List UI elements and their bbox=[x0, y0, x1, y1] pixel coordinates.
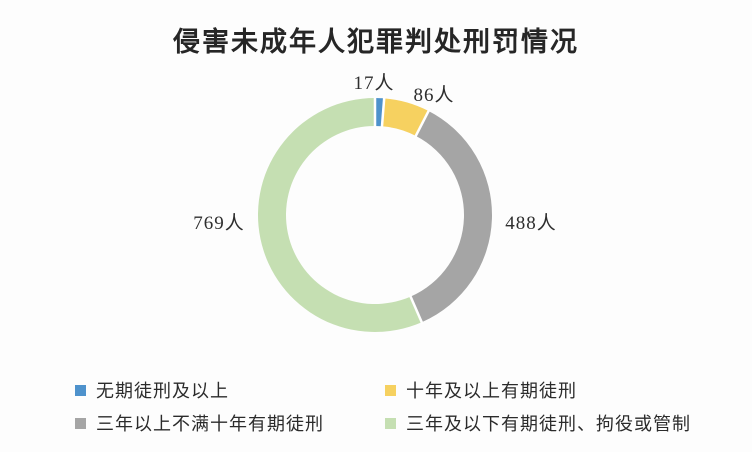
data-label-under-three-years: 769人 bbox=[193, 213, 245, 234]
donut-slice-3 bbox=[258, 98, 422, 332]
legend-marker-yellow bbox=[385, 384, 396, 396]
legend-marker-green bbox=[385, 417, 396, 429]
legend-label: 三年及以下有期徒刑、拘役或管制 bbox=[406, 414, 691, 434]
data-label-over-ten-years: 86人 bbox=[413, 85, 455, 106]
donut-slice-1 bbox=[381, 98, 429, 136]
slice-separator bbox=[408, 294, 424, 325]
legend-item-life-imprisonment: 无期徒刑及以上 bbox=[75, 377, 229, 403]
donut-slice-2 bbox=[410, 110, 493, 323]
slice-separator bbox=[413, 108, 431, 139]
chart-title: 侵害未成年人犯罪判处刑罚情况 bbox=[173, 27, 579, 57]
legend-item-three-to-ten-years: 三年以上不满十年有期徒刑 bbox=[75, 410, 324, 436]
legend-label: 无期徒刑及以上 bbox=[96, 381, 229, 401]
legend-label: 三年以上不满十年有期徒刑 bbox=[96, 414, 324, 434]
legend-marker-gray bbox=[75, 417, 86, 429]
data-label-three-to-ten-years: 488人 bbox=[505, 213, 557, 234]
legend-item-over-ten-years: 十年及以上有期徒刑 bbox=[385, 377, 577, 403]
data-label-life-imprisonment: 17人 bbox=[353, 73, 395, 94]
legend-label: 十年及以上有期徒刑 bbox=[406, 381, 577, 401]
legend-marker-blue bbox=[75, 384, 86, 396]
slice-separator bbox=[380, 96, 386, 129]
legend-item-under-three-years: 三年及以下有期徒刑、拘役或管制 bbox=[385, 410, 691, 436]
